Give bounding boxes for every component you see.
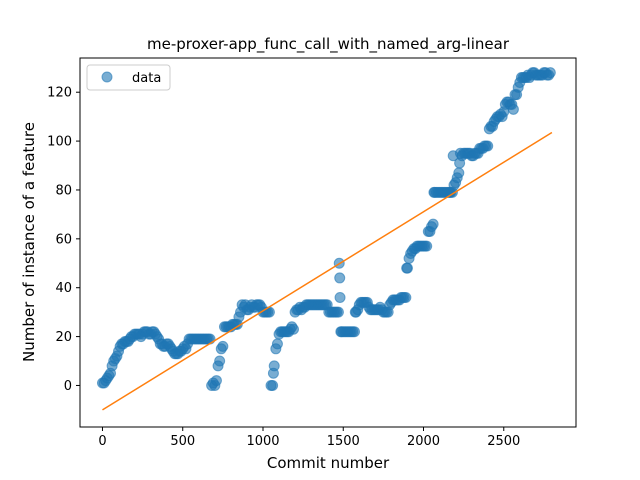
y-tick-label: 0 <box>64 379 72 394</box>
data-point <box>210 375 222 387</box>
data-point <box>334 291 346 303</box>
data-point <box>421 240 433 252</box>
y-tick-label: 80 <box>55 183 72 198</box>
plot-frame <box>79 57 577 428</box>
legend-marker-data <box>101 71 113 83</box>
trend-line <box>102 131 553 411</box>
x-tick-label: 1000 <box>246 434 279 449</box>
x-tick-label: 0 <box>98 434 106 449</box>
data-point <box>427 218 439 230</box>
data-point <box>332 306 344 318</box>
x-tick-label: 500 <box>170 434 195 449</box>
data-point <box>214 355 226 367</box>
y-axis-label: Number of instance of a feature <box>20 122 38 362</box>
data-point <box>544 67 556 79</box>
data-point <box>287 323 299 335</box>
legend: data <box>86 64 171 91</box>
legend-box <box>86 64 171 91</box>
y-tick-label: 20 <box>55 330 72 345</box>
data-point <box>271 338 283 350</box>
data-point <box>482 140 494 152</box>
chart-title: me-proxer-app_func_call_with_named_arg-l… <box>147 35 510 54</box>
data-point <box>334 272 346 284</box>
data-point <box>204 333 216 345</box>
y-tick-label: 60 <box>55 232 72 247</box>
data-point <box>400 291 412 303</box>
x-axis: 0 500 1000 1500 2000 2500 <box>98 427 520 449</box>
data-point <box>507 103 519 115</box>
plot-area <box>96 67 556 411</box>
x-axis-label: Commit number <box>267 454 390 472</box>
data-point <box>268 360 280 372</box>
data-point <box>217 340 229 352</box>
y-tick-label: 100 <box>47 135 72 150</box>
legend-label-data: data <box>132 71 161 86</box>
data-point <box>401 262 413 274</box>
x-tick-label: 1500 <box>327 434 360 449</box>
x-tick-label: 2500 <box>487 434 520 449</box>
y-tick-label: 120 <box>47 86 72 101</box>
data-point <box>348 326 360 338</box>
data-point <box>267 379 279 391</box>
y-tick-label: 40 <box>55 281 72 296</box>
y-axis: 0 20 40 60 80 100 120 <box>47 86 80 394</box>
data-point <box>453 167 465 179</box>
x-tick-label: 2000 <box>407 434 440 449</box>
